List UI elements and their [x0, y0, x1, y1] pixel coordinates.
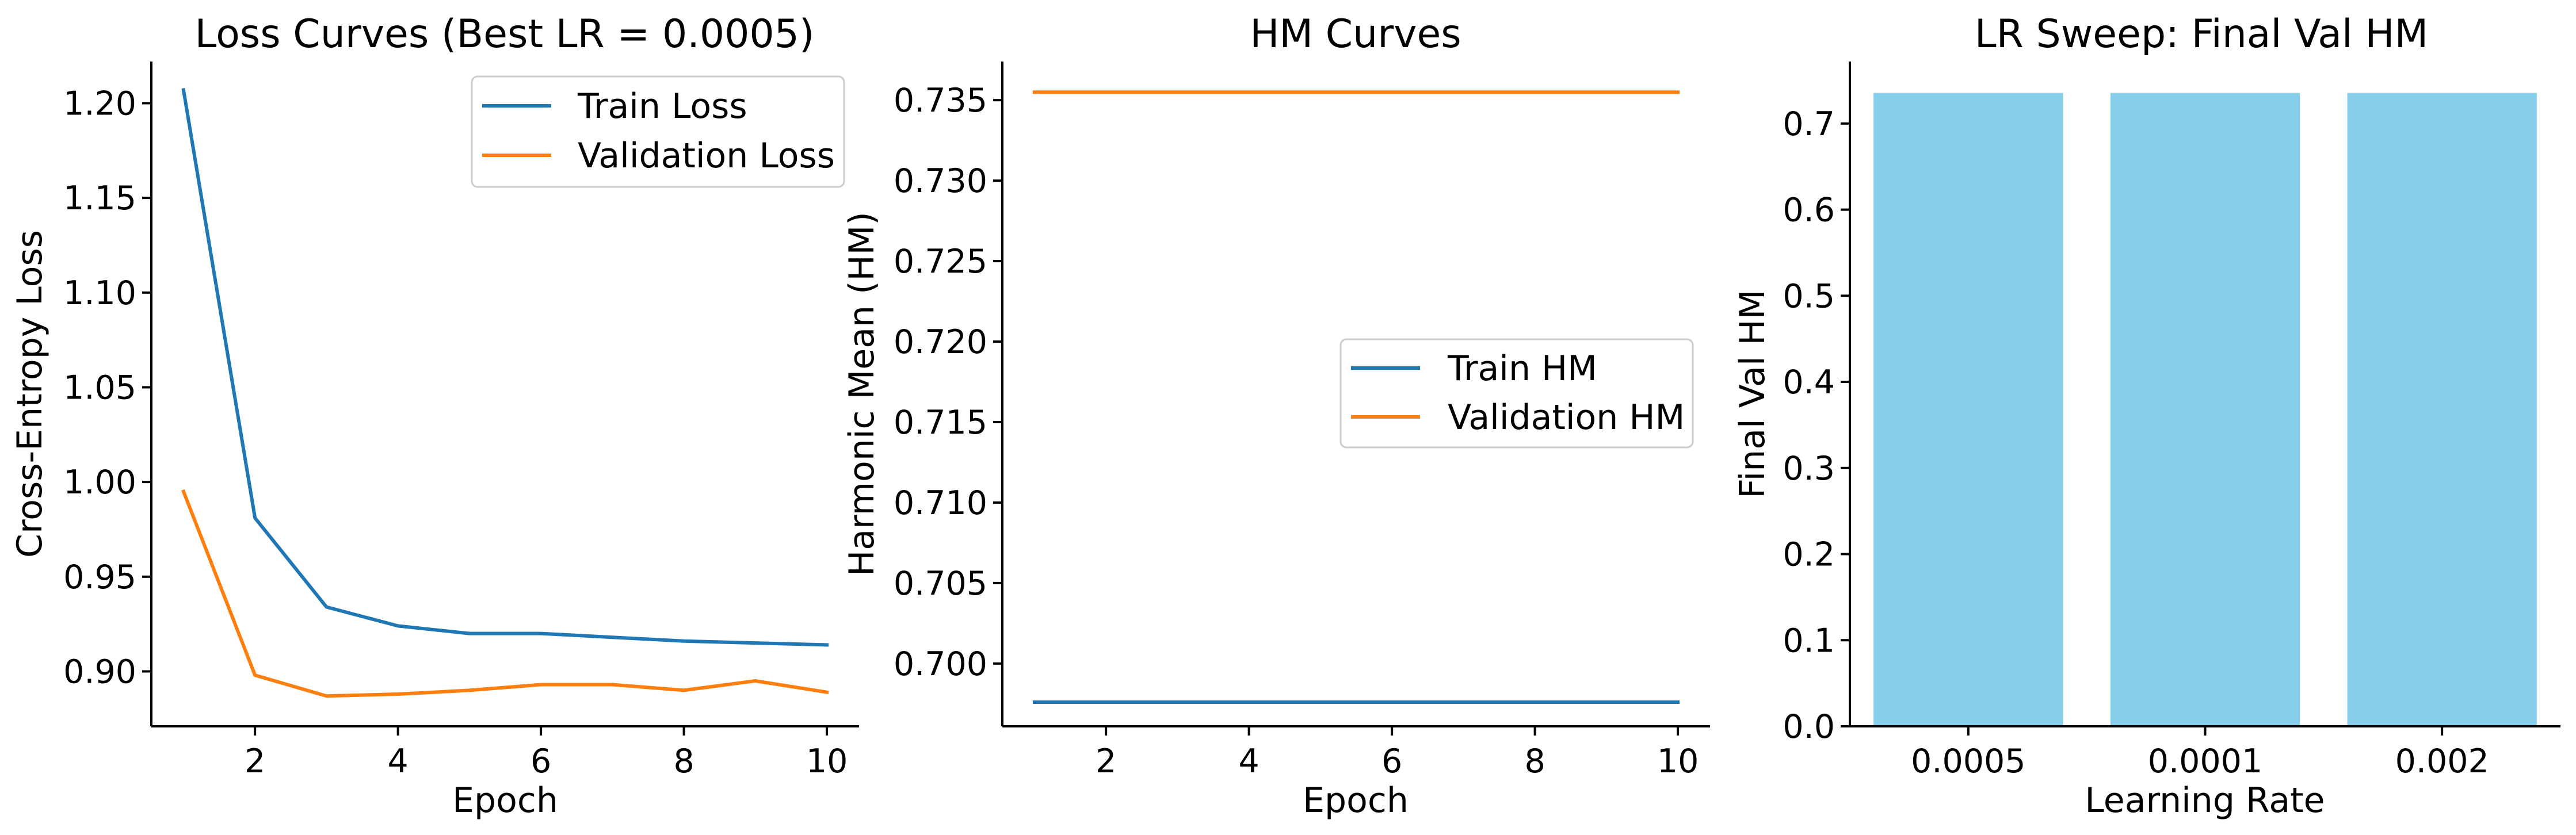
lr-sweep-plot-area: 0.0005 0.0001 0.002 0.0 0.1 0.2 0.3 0.4 0.5 0.6 0… — [1783, 62, 2560, 780]
lr-sweep-y-tick-label: 0.2 — [1783, 536, 1835, 574]
hm-chart-title: HM Curves — [1250, 12, 1461, 57]
loss-y-tick-label: 1.05 — [63, 369, 136, 407]
lr-sweep-y-tick-label: 0.7 — [1783, 105, 1835, 143]
loss-y-tick-label: 1.15 — [63, 179, 136, 217]
loss-x-tick-label: 10 — [806, 742, 848, 780]
lr-sweep-x-tick-label: 0.0005 — [1911, 742, 2025, 780]
lr-sweep-y-axis-label: Final Val HM — [1732, 289, 1773, 498]
hm-y-tick-label: 0.730 — [894, 162, 987, 200]
loss-x-tick-label: 8 — [673, 742, 694, 780]
hm-x-tick-label: 8 — [1524, 742, 1545, 780]
loss-series-line-train-loss — [181, 87, 829, 647]
loss-curves-panel: Loss Curves (Best LR = 0.0005) 2 4 6 8 10 0.… — [10, 12, 859, 821]
hm-curves-panel: HM Curves 2 4 6 8 10 0.700 0.705 0.710 0.715 0.7… — [842, 12, 1710, 821]
lr-sweep-y-tick-label: 0.6 — [1783, 191, 1835, 229]
hm-plot-area: 2 4 6 8 10 0.700 0.705 0.710 0.715 0.720 0.725 0.7… — [894, 62, 1710, 780]
lr-sweep-bar — [2110, 93, 2300, 727]
lr-sweep-y-tick-label: 0.1 — [1783, 622, 1835, 660]
hm-y-tick-label: 0.735 — [894, 82, 987, 120]
lr-sweep-y-tick-label: 0.0 — [1783, 708, 1835, 746]
lr-sweep-chart-title: LR Sweep: Final Val HM — [1975, 12, 2428, 57]
loss-series-line-validation-loss — [181, 489, 829, 698]
hm-x-tick-label: 2 — [1096, 742, 1116, 780]
lr-sweep-y-tick-label: 0.4 — [1783, 363, 1835, 401]
hm-legend-box — [1339, 338, 1694, 449]
lr-sweep-x-axis-label: Learning Rate — [2085, 780, 2325, 821]
hm-x-axis-label: Epoch — [1303, 780, 1409, 821]
loss-y-tick-label: 1.00 — [63, 464, 136, 501]
lr-sweep-x-tick-label: 0.0001 — [2148, 742, 2262, 780]
lr-sweep-y-tick-label: 0.3 — [1783, 450, 1835, 488]
loss-legend-box — [471, 75, 845, 188]
loss-y-tick-label: 0.90 — [63, 653, 136, 691]
loss-y-tick-label: 1.10 — [63, 274, 136, 312]
loss-legend: Train Loss Validation Loss — [471, 75, 845, 188]
loss-y-tick-label: 1.20 — [63, 85, 136, 122]
hm-legend-label-validation: Validation HM — [1448, 397, 1685, 438]
lr-sweep-bar — [1873, 93, 2063, 727]
loss-x-axis-label: Epoch — [452, 780, 558, 821]
hm-x-tick-label: 6 — [1382, 742, 1402, 780]
hm-y-axis-label: Harmonic Mean (HM) — [842, 212, 882, 576]
hm-y-tick-label: 0.700 — [894, 645, 987, 683]
hm-y-tick-label: 0.715 — [894, 404, 987, 442]
loss-x-tick-label: 4 — [388, 742, 409, 780]
loss-chart-title: Loss Curves (Best LR = 0.0005) — [195, 12, 815, 57]
loss-legend-label-validation: Validation Loss — [578, 136, 835, 176]
lr-sweep-bar — [2347, 93, 2537, 727]
hm-x-tick-label: 10 — [1657, 742, 1699, 780]
hm-legend-label-train: Train HM — [1447, 348, 1597, 389]
loss-y-axis-label: Cross-Entropy Loss — [10, 230, 50, 558]
lr-sweep-x-tick-label: 0.002 — [2395, 742, 2489, 780]
loss-x-tick-label: 2 — [245, 742, 265, 780]
lr-sweep-panel: LR Sweep: Final Val HM 0.0005 0.0001 0.002… — [1732, 12, 2560, 821]
hm-y-tick-label: 0.725 — [894, 243, 987, 281]
hm-y-tick-label: 0.720 — [894, 323, 987, 361]
lr-sweep-y-tick-label: 0.5 — [1783, 277, 1835, 315]
loss-y-tick-label: 0.95 — [63, 558, 136, 596]
hm-x-tick-label: 4 — [1239, 742, 1260, 780]
hm-legend: Train HM Validation HM — [1339, 338, 1694, 449]
hm-y-tick-label: 0.705 — [894, 565, 987, 603]
loss-plot-area: 2 4 6 8 10 0.90 0.95 1.00 1.05 1.10 1.15 1.20 — [63, 62, 859, 780]
hm-y-tick-label: 0.710 — [894, 484, 987, 522]
loss-x-tick-label: 6 — [531, 742, 551, 780]
loss-legend-label-train: Train Loss — [577, 86, 747, 127]
